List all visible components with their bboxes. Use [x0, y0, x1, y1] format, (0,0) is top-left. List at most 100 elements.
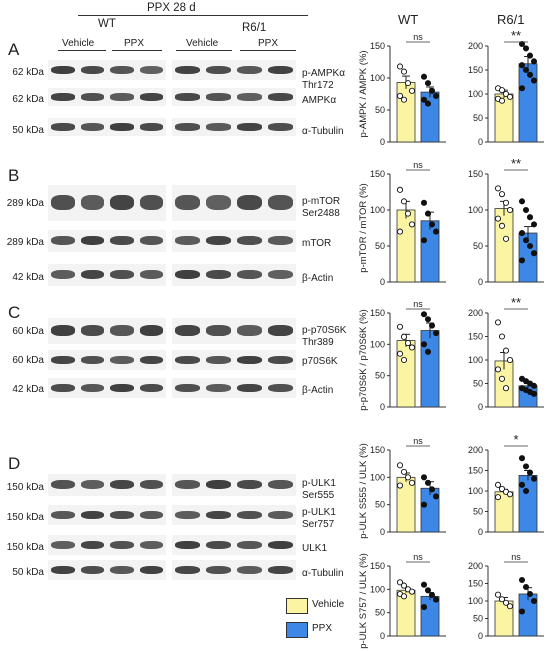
blot-band [80, 195, 104, 211]
legend-ppx-label: PPX [312, 623, 333, 634]
blot-band [268, 270, 293, 280]
protein-label: mTOR [302, 238, 332, 249]
y-tick-label: 50 [375, 371, 385, 381]
data-point [396, 63, 404, 70]
data-point [420, 341, 428, 348]
blot-band [237, 65, 262, 74]
blot-band [139, 355, 163, 364]
blot-strip [48, 60, 166, 80]
data-point [400, 96, 408, 103]
data-point [432, 596, 440, 603]
blot-band [110, 540, 134, 549]
blot-band [139, 383, 163, 392]
blot-strip [172, 118, 296, 136]
blot-band [51, 510, 75, 519]
y-tick-label: 0 [478, 527, 483, 537]
panel-letter-a: A [8, 40, 20, 59]
blot-band [139, 540, 163, 549]
blot-band [206, 325, 231, 337]
kda-label: 42 kDa [12, 384, 44, 395]
y-tick-label: 50 [375, 500, 385, 510]
data-point [518, 576, 526, 584]
kda-label: 150 kDa [6, 542, 44, 553]
blot-band [139, 325, 163, 337]
data-point [396, 482, 404, 489]
y-tick-label: 200 [468, 561, 483, 571]
y-tick-label: 150 [370, 41, 385, 51]
data-point [432, 92, 440, 99]
blot-band [175, 93, 200, 101]
data-point [502, 599, 510, 606]
data-point [518, 85, 526, 92]
blot-band [80, 540, 104, 549]
data-point [506, 603, 514, 610]
data-point [494, 481, 502, 488]
data-point [498, 191, 506, 198]
y-tick-label: 150 [370, 308, 385, 318]
data-point [522, 487, 530, 495]
blot-band [110, 383, 134, 392]
blot-band [175, 195, 200, 211]
blot-band [268, 480, 293, 490]
y-tick-label: 50 [473, 614, 483, 624]
blot-band [139, 236, 163, 246]
y-tick-label: 150 [468, 466, 483, 476]
data-point [494, 215, 502, 222]
blot-band [268, 236, 293, 246]
data-point [522, 583, 530, 591]
y-tick-label: 0 [478, 402, 483, 412]
blot-band [51, 236, 75, 246]
data-point [522, 237, 530, 244]
blot-band [175, 123, 200, 131]
data-point [432, 228, 440, 235]
kda-label: 50 kDa [12, 567, 44, 578]
y-tick-label: 0 [380, 277, 385, 287]
blot-band [237, 236, 262, 246]
blot-strip [48, 185, 166, 221]
blot-strip [48, 378, 166, 398]
y-tick-label: 50 [473, 379, 483, 389]
blot-strip [48, 230, 166, 252]
blot-band [80, 270, 104, 280]
protein-label: p-ULK1 Ser757 [302, 507, 336, 530]
data-point [400, 582, 408, 589]
blot-strip [48, 350, 166, 370]
protein-label: p-mTOR Ser2488 [302, 196, 341, 219]
data-point [522, 463, 530, 470]
significance-label: ns [413, 299, 423, 309]
data-point [424, 100, 432, 107]
panel-letter-c: C [8, 303, 21, 322]
blot-band [110, 325, 134, 337]
data-point [494, 494, 502, 501]
data-point [494, 366, 502, 373]
data-point [526, 52, 534, 59]
data-point [396, 323, 404, 330]
data-point [396, 579, 404, 586]
data-point [424, 479, 432, 486]
data-point [420, 311, 428, 318]
data-point [408, 344, 416, 351]
blot-band [268, 510, 293, 519]
y-tick-label: 50 [473, 113, 483, 123]
y-tick-label: 50 [375, 608, 385, 618]
blot-band [80, 93, 104, 101]
blot-strip [172, 318, 296, 344]
y-axis-label: p-p70S6K / p70S6K (%) [358, 309, 369, 410]
blot-strip [48, 118, 166, 136]
blot-band [110, 93, 134, 101]
data-point [408, 87, 416, 94]
kda-label: 60 kDa [12, 326, 44, 337]
blot-band [139, 480, 163, 490]
data-point [424, 80, 432, 87]
blot-band [206, 270, 231, 280]
blot-band [51, 123, 75, 131]
data-point [526, 242, 534, 250]
data-point [420, 581, 428, 588]
blot-band [206, 510, 231, 519]
blot-band [110, 236, 134, 246]
blot-band [268, 65, 293, 74]
data-point [522, 66, 530, 74]
blot-band [80, 565, 104, 574]
data-point [530, 58, 538, 65]
